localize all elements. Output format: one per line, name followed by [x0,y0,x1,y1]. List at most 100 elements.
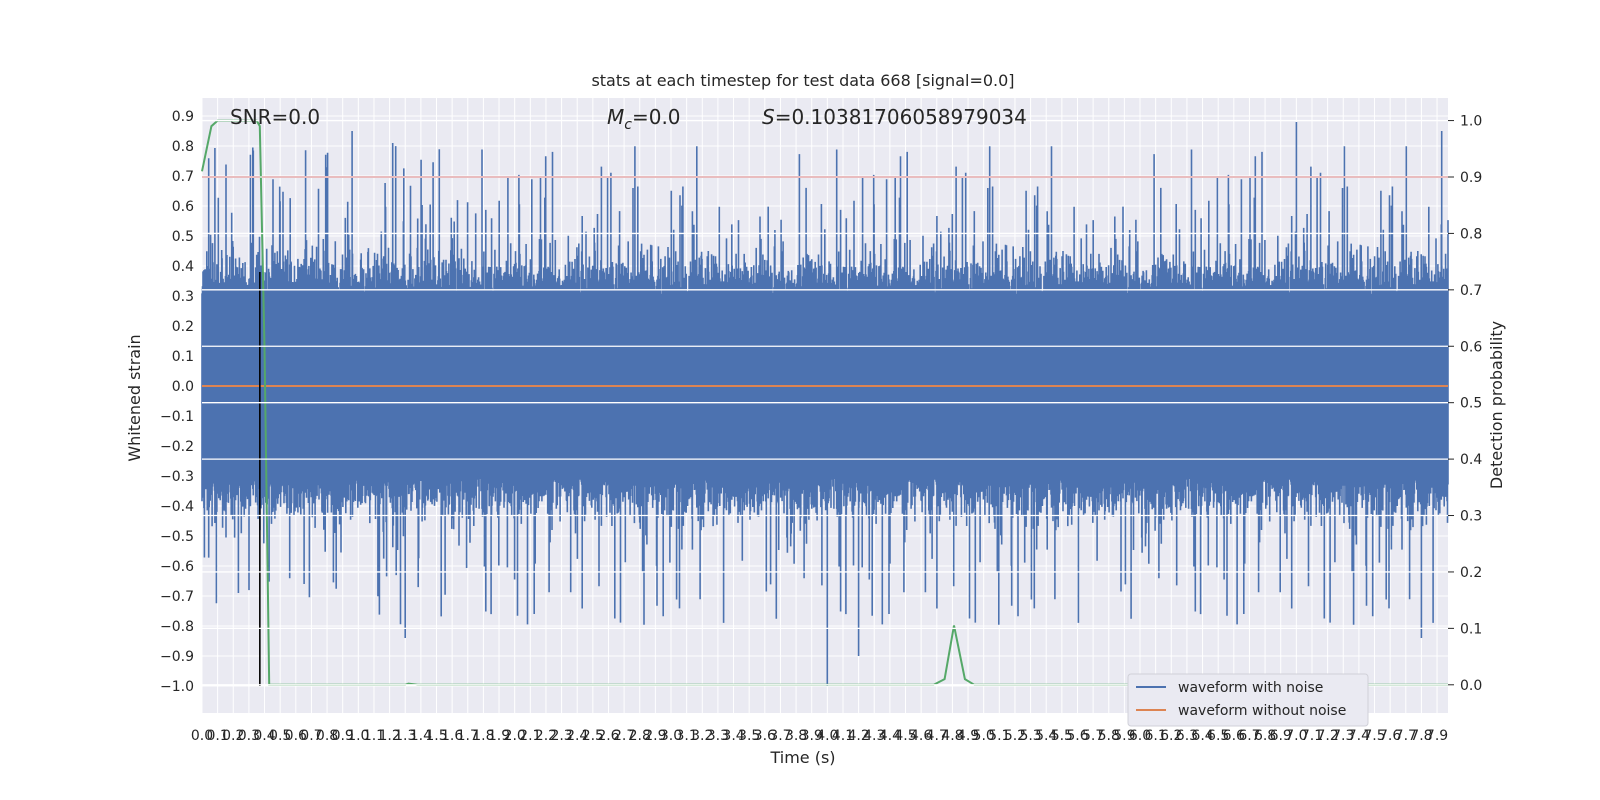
right-axis-grid-lines [202,119,1448,686]
x-tick-label: 4.3 [863,728,885,744]
x-tick-label: 3.2 [691,728,713,744]
score-value: =0.10381706058979034 [775,105,1027,129]
x-tick-label: 5.3 [1019,728,1041,744]
x-tick-label: 6.0 [1129,728,1151,744]
x-tick-label: 5.1 [988,728,1010,744]
x-tick-label: 4.2 [847,728,869,744]
y-left-tick-label: 0.5 [172,229,194,245]
y-left-tick-label: 0.4 [172,259,194,275]
x-tick-label: 4.7 [926,728,948,744]
y-right-tick-label: 0.7 [1460,283,1482,299]
x-tick-label: 0.3 [238,728,260,744]
x-tick-label: 0.7 [300,728,322,744]
x-tick-label: 0.1 [207,728,229,744]
x-tick-label: 6.5 [1207,728,1229,744]
x-tick-label: 3.4 [722,728,744,744]
x-tick-label: 1.4 [410,728,432,744]
y-left-tick-label: −0.3 [160,469,194,485]
y-left-tick-label: −0.4 [160,499,194,515]
x-tick-label: 0.2 [222,728,244,744]
x-tick-label: 7.9 [1426,728,1448,744]
x-tick-label: 6.3 [1176,728,1198,744]
x-tick-label: 6.9 [1270,728,1292,744]
x-tick-label: 1.2 [378,728,400,744]
y-right-tick-label: 0.5 [1460,396,1482,412]
x-tick-label: 2.5 [582,728,604,744]
x-tick-label: 3.0 [660,728,682,744]
x-tick-label: 0.9 [332,728,354,744]
x-tick-label: 5.5 [1051,728,1073,744]
x-tick-label: 1.6 [441,728,463,744]
y-left-tick-label: −0.5 [160,529,194,545]
y-left-tick-label: 0.8 [172,139,194,155]
x-tick-label: 2.8 [629,728,651,744]
y-right-tick-label: 0.3 [1460,509,1482,525]
x-tick-label: 5.8 [1098,728,1120,744]
x-tick-label: 5.2 [1004,728,1026,744]
y-left-tick-label: 0.2 [172,319,194,335]
x-tick-label: 4.6 [910,728,932,744]
y-right-tick-label: 0.4 [1460,452,1482,468]
x-tick-label: 2.3 [550,728,572,744]
x-tick-label: 6.6 [1223,728,1245,744]
waveform-with-noise-path [201,122,1449,686]
y-left-tick-label: 0.1 [172,349,194,365]
chirp-mass-subscript: c [624,117,632,133]
x-tick-label: 5.6 [1066,728,1088,744]
x-tick-label: 4.4 [879,728,901,744]
x-tick-label: 3.5 [738,728,760,744]
x-tick-label: 7.3 [1332,728,1354,744]
x-tick-label: 1.3 [394,728,416,744]
x-tick-label: 7.1 [1301,728,1323,744]
y-left-tick-label: 0.3 [172,289,194,305]
y-right-tick-label: 0.1 [1460,621,1482,637]
x-tick-label: 7.8 [1410,728,1432,744]
x-tick-label: 5.7 [1082,728,1104,744]
x-tick-label: 0.8 [316,728,338,744]
x-tick-label: 2.9 [644,728,666,744]
y-left-tick-label: −0.8 [160,619,194,635]
score-annotation: S=0.10381706058979034 [762,105,1027,129]
x-tick-label: 0.5 [269,728,291,744]
x-tick-label: 5.4 [1035,728,1057,744]
legend: waveform with noise waveform without noi… [1127,673,1369,727]
x-tick-label: 0.6 [285,728,307,744]
x-tick-label: 6.7 [1238,728,1260,744]
y-left-tick-label: −0.6 [160,559,194,575]
y-left-tick-label: −0.9 [160,649,194,665]
score-symbol: S [762,105,775,129]
x-tick-label: 7.2 [1316,728,1338,744]
y-right-tick-label: 0.6 [1460,339,1482,355]
x-axis-label: Time (s) [769,748,835,767]
x-tick-label: 7.4 [1348,728,1370,744]
x-tick-label: 3.7 [769,728,791,744]
x-tick-label: 6.1 [1145,728,1167,744]
x-tick-label: 3.8 [785,728,807,744]
x-tick-label: 1.9 [488,728,510,744]
x-tick-label: 4.9 [957,728,979,744]
y-right-tick-label: 0.2 [1460,565,1482,581]
y-axis-left-ticks: 0.9 0.8 0.7 0.6 0.5 0.4 0.3 0.2 0.1 0.0 −0.1 −0.2 −0… [160,109,194,695]
chirp-mass-annotation: Mc=0.0 [607,105,681,133]
x-tick-label: 4.1 [832,728,854,744]
x-tick-label: 2.7 [613,728,635,744]
legend-box [1127,673,1369,727]
x-tick-label: 4.0 [816,728,838,744]
legend-label-clean: waveform without noise [1178,703,1346,719]
x-tick-label: 1.5 [425,728,447,744]
x-tick-label: 1.1 [363,728,385,744]
snr-annotation: SNR=0.0 [230,105,320,129]
x-tick-label: 2.4 [566,728,588,744]
x-tick-label: 7.7 [1395,728,1417,744]
x-tick-label: 6.2 [1160,728,1182,744]
x-axis-ticks: 0.00.10.20.30.40.50.60.70.80.91.01.11.21… [191,728,1448,744]
x-tick-label: 3.6 [754,728,776,744]
y-right-tick-label: 1.0 [1460,114,1482,130]
chirp-mass-value: =0.0 [632,105,681,129]
y-axis-right-label: Detection probability [1487,321,1506,489]
x-tick-label: 2.6 [597,728,619,744]
x-tick-label: 0.4 [253,728,275,744]
series-waveform-with-noise [201,122,1449,686]
x-tick-label: 3.3 [707,728,729,744]
